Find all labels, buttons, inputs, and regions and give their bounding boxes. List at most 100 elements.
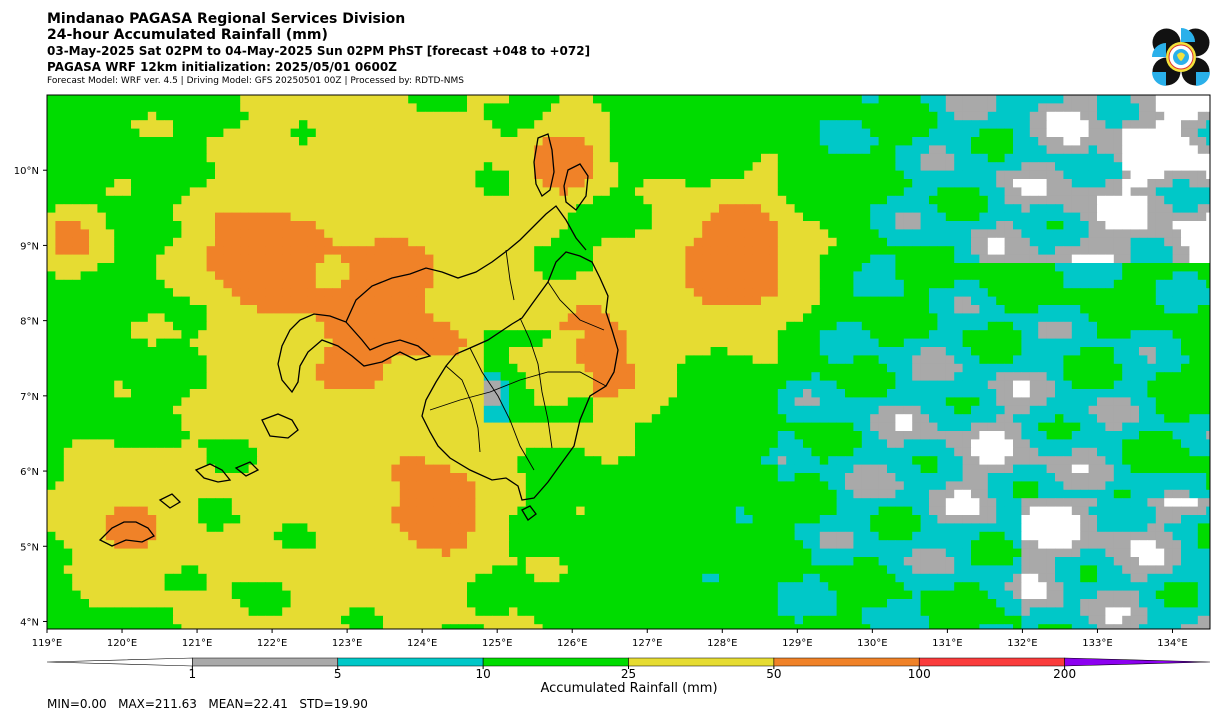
rainfall-cell — [383, 355, 392, 365]
rainfall-cell — [357, 179, 367, 188]
rainfall-cell — [1105, 271, 1115, 281]
rainfall-cell — [601, 145, 611, 155]
rainfall-cell — [273, 195, 283, 205]
rainfall-cell — [954, 153, 963, 163]
rainfall-cell — [542, 389, 552, 398]
rainfall-cell — [1189, 170, 1199, 180]
rainfall-cell — [962, 389, 972, 398]
rainfall-cell — [248, 120, 258, 129]
rainfall-cell — [651, 120, 661, 129]
rainfall-cell — [929, 355, 938, 365]
rainfall-cell — [458, 305, 468, 314]
rainfall-cell — [357, 103, 367, 113]
rainfall-cell — [47, 389, 56, 398]
rainfall-cell — [525, 338, 535, 348]
rainfall-cell — [937, 221, 947, 230]
rainfall-cell — [63, 120, 73, 129]
rainfall-cell — [80, 120, 90, 129]
rainfall-cell — [105, 271, 115, 281]
rainfall-cell — [870, 179, 879, 188]
rainfall-cell — [861, 246, 871, 255]
rainfall-cell — [668, 321, 678, 331]
rainfall-cell — [1164, 279, 1173, 289]
rainfall-cell — [97, 221, 107, 230]
rainfall-cell — [122, 145, 132, 155]
rainfall-cell — [215, 95, 224, 104]
rainfall-cell — [198, 221, 207, 230]
rainfall-cell — [273, 372, 283, 381]
rainfall-cell — [786, 330, 795, 339]
rainfall-cell — [290, 254, 300, 264]
rainfall-cell — [131, 321, 140, 331]
rainfall-cell — [425, 153, 434, 163]
rainfall-cell — [702, 128, 711, 138]
rainfall-cell — [534, 338, 543, 348]
rainfall-cell — [719, 246, 728, 255]
rainfall-cell — [1021, 263, 1031, 272]
rainfall-cell — [164, 195, 174, 205]
rainfall-cell — [542, 237, 552, 247]
rainfall-cell — [63, 296, 73, 306]
rainfall-cell — [299, 321, 308, 331]
rainfall-cell — [441, 237, 451, 247]
rainfall-cell — [206, 137, 216, 146]
rainfall-cell — [769, 179, 779, 188]
rainfall-cell — [1122, 221, 1131, 230]
rainfall-cell — [584, 103, 594, 113]
rainfall-cell — [231, 263, 241, 272]
rainfall-cell — [248, 195, 258, 205]
rainfall-cell — [567, 153, 577, 163]
rainfall-cell — [248, 128, 258, 138]
rainfall-cell — [240, 103, 249, 113]
rainfall-cell — [1071, 355, 1081, 365]
rainfall-cell — [534, 170, 543, 180]
rainfall-cell — [777, 137, 787, 146]
rainfall-cell — [374, 128, 384, 138]
rainfall-cell — [97, 103, 107, 113]
rainfall-cell — [290, 355, 300, 365]
rainfall-cell — [609, 179, 619, 188]
rainfall-cell — [929, 195, 938, 205]
rainfall-cell — [1038, 389, 1047, 398]
rainfall-cell — [47, 145, 56, 155]
rainfall-cell — [945, 372, 955, 381]
rainfall-cell — [819, 296, 829, 306]
rainfall-cell — [618, 145, 627, 155]
rainfall-cell — [391, 237, 401, 247]
rainfall-cell — [122, 372, 132, 381]
rainfall-cell — [122, 363, 132, 373]
rainfall-cell — [769, 128, 779, 138]
rainfall-cell — [47, 237, 56, 247]
rainfall-cell — [467, 179, 476, 188]
rainfall-cell — [693, 137, 703, 146]
rainfall-cell — [878, 170, 888, 180]
rainfall-cell — [248, 313, 258, 323]
rainfall-cell — [265, 372, 275, 381]
rainfall-cell — [366, 137, 375, 146]
rainfall-cell — [122, 153, 132, 163]
rainfall-cell — [1181, 128, 1190, 138]
rainfall-cell — [215, 305, 224, 314]
rainfall-cell — [971, 355, 980, 365]
rainfall-cell — [509, 195, 518, 205]
rainfall-cell — [450, 195, 459, 205]
rainfall-cell — [920, 145, 930, 155]
rainfall-cell — [710, 229, 720, 239]
rainfall-cell — [744, 204, 753, 213]
rainfall-cell — [693, 372, 703, 381]
rainfall-cell — [156, 288, 165, 297]
rainfall-cell — [727, 263, 737, 272]
rainfall-cell — [777, 221, 787, 230]
rainfall-cell — [1130, 321, 1140, 331]
rainfall-cell — [399, 363, 409, 373]
rainfall-cell — [618, 338, 627, 348]
rainfall-cell — [458, 372, 468, 381]
rainfall-cell — [299, 179, 308, 188]
rainfall-cell — [567, 330, 577, 339]
rainfall-cell — [542, 204, 552, 213]
rainfall-cell — [685, 153, 695, 163]
rainfall-cell — [853, 313, 863, 323]
rainfall-cell — [173, 338, 182, 348]
rainfall-cell — [626, 137, 636, 146]
